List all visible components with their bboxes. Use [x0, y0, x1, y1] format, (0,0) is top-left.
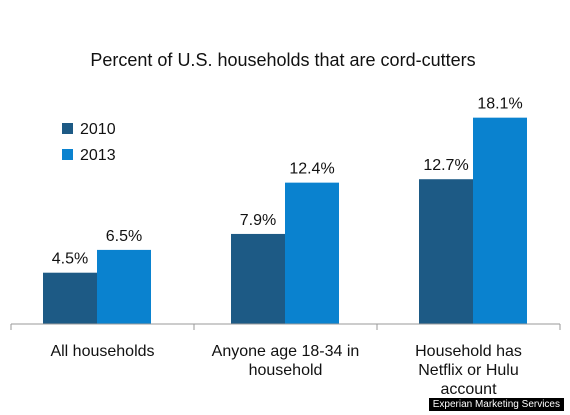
data-label-2013-cat-1: 6.5%: [106, 228, 142, 245]
bar-2013-cat-3: [473, 117, 527, 324]
category-label-2-line-2: household: [249, 362, 323, 379]
category-label-3-line-1: Household has: [415, 343, 522, 360]
data-label-2010-cat-2: 7.9%: [240, 212, 276, 229]
source-credit: Experian Marketing Services: [428, 398, 564, 411]
chart-title: Percent of U.S. households that are cord…: [90, 50, 475, 70]
legend: 2010 2013: [62, 121, 116, 164]
bar-2010-cat-3: [419, 179, 473, 324]
category-label-3-line-2: Netflix or Hulu: [418, 362, 518, 379]
data-label-2013-cat-3: 18.1%: [477, 96, 522, 113]
bar-2013-cat-1: [97, 249, 151, 324]
category-label-1-line-1: All households: [50, 343, 154, 360]
plot-area: 4.5% 6.5% All households 7.9% 12.4% Anyone ag…: [10, 96, 561, 398]
data-label-2010-cat-3: 12.7%: [423, 157, 468, 174]
legend-label-2013: 2013: [80, 147, 116, 164]
category-label-3-line-3: account: [440, 381, 497, 398]
bar-2010-cat-2: [231, 233, 285, 324]
legend-swatch-2013: [62, 149, 73, 160]
data-label-2010-cat-1: 4.5%: [52, 251, 88, 268]
category-label-2-line-1: Anyone age 18-34 in: [212, 343, 360, 360]
bar-2010-cat-1: [43, 272, 97, 324]
bar-2013-cat-2: [285, 182, 339, 324]
legend-label-2010: 2010: [80, 121, 116, 138]
data-label-2013-cat-2: 12.4%: [289, 161, 334, 178]
legend-swatch-2010: [62, 123, 73, 134]
